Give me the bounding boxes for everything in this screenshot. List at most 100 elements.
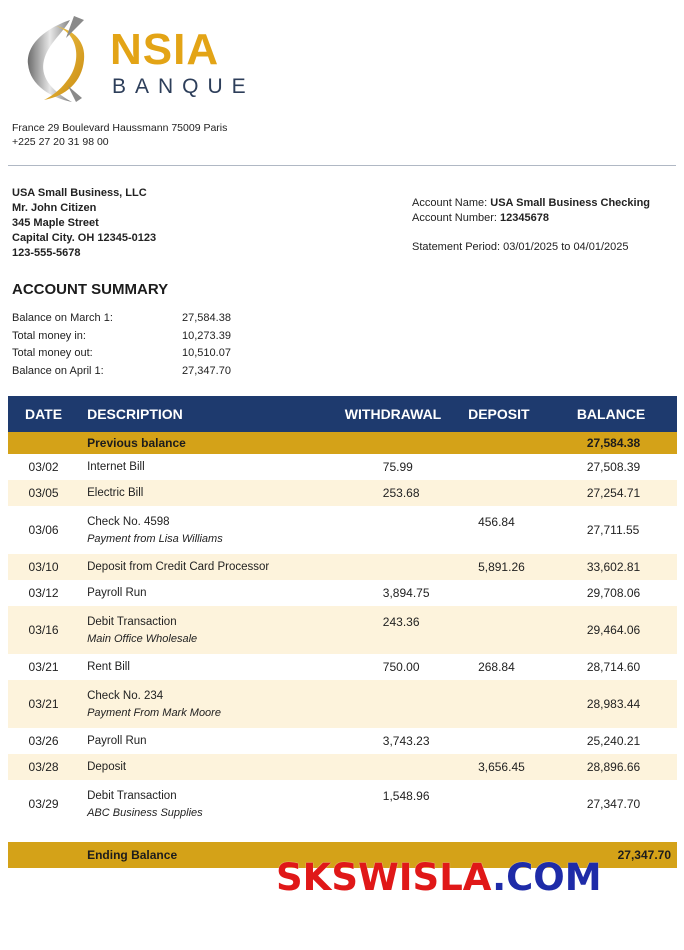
watermark: SKSWISLA.COM	[276, 856, 602, 899]
description-sub: Payment from Lisa Williams	[87, 532, 223, 545]
summary-label: Balance on March 1:	[12, 312, 113, 324]
cell-description: Rent Bill	[79, 654, 345, 680]
cell-date: 03/06	[8, 506, 80, 554]
cell-date: 03/10	[8, 554, 80, 580]
table-row: 03/21 Rent Bill 750.00 268.84 28,714.60	[8, 654, 677, 680]
cell-withdrawal	[344, 554, 469, 580]
account-name: Account Name: USA Small Business Checkin…	[412, 196, 650, 211]
account-name-label: Account Name:	[412, 197, 488, 209]
customer-company: USA Small Business, LLC	[12, 187, 147, 199]
cell-balance: 29,708.06	[576, 580, 677, 606]
customer-phone: 123-555-5678	[12, 247, 81, 259]
header-date: DATE	[8, 396, 80, 432]
table-row: 03/10 Deposit from Credit Card Processor 5…	[8, 554, 677, 580]
cell-withdrawal: 3,894.75	[344, 580, 469, 606]
statement-period: Statement Period: 03/01/2025 to 04/01/20…	[412, 241, 629, 253]
cell-deposit	[468, 480, 577, 506]
cell-description: Electric Bill	[79, 480, 345, 506]
table-row: 03/26 Payroll Run 3,743.23 25,240.21	[8, 728, 677, 754]
cell-date: 03/29	[8, 780, 80, 828]
cell-balance: 27,711.55	[576, 506, 677, 554]
cell-description: Deposit from Credit Card Processor	[79, 554, 345, 580]
cell-deposit	[468, 728, 577, 754]
table-row: 03/16 Debit Transaction Main Office Wholes…	[8, 606, 677, 654]
description-main: Check No. 234	[87, 689, 164, 702]
cell-deposit: 456.84	[468, 506, 577, 554]
summary-row: Total money out: 10,510.07	[12, 345, 242, 363]
description-main: Deposit from Credit Card Processor	[87, 561, 270, 573]
table-spacer	[8, 828, 677, 842]
cell-withdrawal: 75.99	[344, 454, 469, 480]
cell-withdrawal: 243.36	[344, 606, 469, 654]
header-deposit: DEPOSIT	[468, 396, 577, 432]
address-line: France 29 Boulevard Haussmann 75009 Pari…	[12, 122, 228, 134]
cell-deposit	[468, 580, 577, 606]
cell-deposit: 5,891.26	[468, 554, 577, 580]
customer-block: USA Small Business, LLC Mr. John Citizen…	[12, 186, 156, 261]
description-main: Debit Transaction	[87, 789, 177, 802]
logo-swirl-icon	[27, 16, 85, 102]
watermark-tail: COM	[506, 856, 602, 899]
summary-title: ACCOUNT SUMMARY	[12, 281, 169, 298]
cell-withdrawal: 750.00	[344, 654, 469, 680]
cell-deposit	[468, 680, 577, 728]
cell-balance: 28,983.44	[576, 680, 677, 728]
cell-withdrawal	[344, 754, 469, 780]
bank-name: NSIA	[110, 25, 220, 74]
header-balance: BALANCE	[576, 396, 677, 432]
cell-date: 03/05	[8, 480, 80, 506]
description-main: Payroll Run	[87, 587, 147, 599]
summary-label: Total money in:	[12, 329, 86, 342]
account-number-value: 12345678	[500, 212, 549, 224]
summary-value: 27,584.38	[182, 312, 231, 324]
previous-balance-row: Previous balance 27,584.38	[8, 432, 677, 454]
header-withdrawal: WITHDRAWAL	[344, 396, 469, 432]
cell-description: Debit Transaction ABC Business Supplies	[79, 780, 345, 828]
watermark-dot: .	[492, 856, 507, 899]
bank-logo: NSIA BANQUE	[22, 16, 246, 106]
cell-date: 03/12	[8, 580, 80, 606]
ending-balance-value: 27,347.70	[576, 842, 677, 868]
account-number-label: Account Number:	[412, 212, 497, 224]
cell-description: Payroll Run	[79, 580, 345, 606]
description-main: Deposit	[87, 761, 127, 773]
summary-row: Balance on March 1: 27,584.38	[12, 310, 242, 328]
cell-deposit: 268.84	[468, 654, 577, 680]
cell-date: 03/02	[8, 454, 80, 480]
summary-row: Total money in: 10,273.39	[12, 328, 242, 346]
table-row: 03/29 Debit Transaction ABC Business Suppl…	[8, 780, 677, 828]
summary-label: Balance on April 1:	[12, 364, 104, 377]
description-sub: ABC Business Supplies	[87, 806, 203, 819]
cell-balance: 25,240.21	[576, 728, 677, 754]
description-main: Check No. 4598	[87, 515, 170, 528]
cell-balance: 29,464.06	[576, 606, 677, 654]
cell-description: Check No. 234 Payment From Mark Moore	[79, 680, 345, 728]
cell-balance: 28,896.66	[576, 754, 677, 780]
cell-date: 03/26	[8, 728, 80, 754]
customer-street: 345 Maple Street	[12, 217, 99, 229]
header-description: DESCRIPTION	[79, 396, 345, 432]
cell-balance: 27,508.39	[576, 454, 677, 480]
table-row: 03/06 Check No. 4598 Payment from Lisa Wil…	[8, 506, 677, 554]
customer-contact: Mr. John Citizen	[12, 202, 97, 214]
cell-balance: 27,254.71	[576, 480, 677, 506]
cell-balance: 28,714.60	[576, 654, 677, 680]
cell-withdrawal	[344, 680, 469, 728]
cell-date: 03/28	[8, 754, 80, 780]
watermark-main: SKSWISLA	[276, 856, 493, 899]
cell-date: 03/21	[8, 680, 80, 728]
account-info: Account Name: USA Small Business Checkin…	[412, 196, 650, 255]
account-summary: Balance on March 1: 27,584.38 Total mone…	[12, 310, 242, 380]
table-row: 03/05 Electric Bill 253.68 27,254.71	[8, 480, 677, 506]
cell-description: Payroll Run	[79, 728, 345, 754]
cell-description: Debit Transaction Main Office Wholesale	[79, 606, 345, 654]
ending-balance-row: Ending Balance 27,347.70	[8, 842, 677, 868]
cell-description: Internet Bill	[79, 454, 345, 480]
cell-withdrawal: 3,743.23	[344, 728, 469, 754]
customer-city: Capital City. OH 12345-0123	[12, 232, 157, 244]
previous-balance-label: Previous balance	[79, 432, 345, 454]
phone-line: +225 27 20 31 98 00	[12, 136, 109, 148]
cell-withdrawal: 253.68	[344, 480, 469, 506]
description-main: Payroll Run	[87, 735, 147, 747]
transactions-table: DATE DESCRIPTION WITHDRAWAL DEPOSIT BALA…	[8, 396, 677, 868]
